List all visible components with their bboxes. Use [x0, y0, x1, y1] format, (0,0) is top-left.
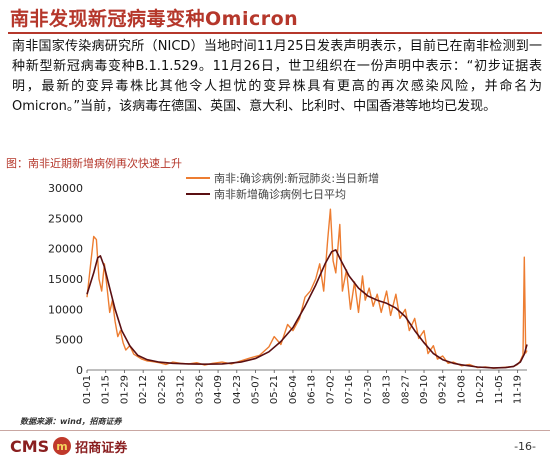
- logo-mark-letter: m: [56, 440, 67, 453]
- x-tick-label: 02-12: [138, 375, 149, 404]
- x-tick-label: 11-05: [494, 375, 505, 404]
- y-tick-label: 15000: [48, 273, 83, 286]
- x-tick-label: 01-01: [82, 375, 93, 404]
- page-number: -16-: [514, 440, 536, 453]
- x-tick-label: 08-27: [400, 375, 411, 404]
- y-tick-label: 25000: [48, 212, 83, 225]
- y-tick-label: 20000: [48, 243, 83, 256]
- logo-cn-text: 招商证券: [75, 440, 128, 456]
- x-tick-label: 05-21: [269, 375, 280, 404]
- x-tick-label: 01-29: [119, 375, 130, 404]
- y-axis: 0 5000 10000 15000 20000 25000 30000: [48, 182, 83, 377]
- x-tick-label: 06-18: [307, 375, 318, 404]
- logo-mark-icon: m: [53, 437, 72, 455]
- y-tick-label: 5000: [55, 334, 83, 347]
- x-tick-label: 09-24: [438, 375, 449, 404]
- title-divider: [8, 32, 542, 34]
- x-tick-label: 03-12: [176, 375, 187, 404]
- legend-label: 南非新增确诊病例七日平均: [214, 187, 346, 201]
- x-tick-label: 07-30: [363, 375, 374, 404]
- y-tick-label: 30000: [48, 182, 83, 195]
- daily-new-cases-line: [86, 208, 528, 369]
- seven-day-average-line: [86, 249, 528, 369]
- logo-text: CMS: [10, 436, 50, 456]
- footer-divider: [0, 430, 550, 431]
- x-tick-label: 09-10: [419, 375, 430, 404]
- data-source-note: 数据来源：wind，招商证券: [20, 417, 122, 426]
- series-group: [86, 208, 528, 369]
- x-tick-label: 05-07: [251, 375, 262, 404]
- x-tick-label: 01-15: [101, 375, 112, 404]
- page-title: 南非发现新冠病毒变种Omicron: [10, 8, 299, 30]
- x-tick-label: 02-26: [157, 375, 168, 404]
- x-tick-label: 07-02: [325, 375, 336, 404]
- figure-caption: 图：南非近期新增病例再次快速上升: [6, 157, 182, 170]
- legend-label: 南非:确诊病例:新冠肺炎:当日新增: [214, 171, 379, 185]
- company-logo: CMS m 招商证券: [10, 436, 127, 456]
- x-tick-label: 08-13: [382, 375, 393, 404]
- y-tick-label: 10000: [48, 303, 83, 316]
- x-axis: 01-01 01-15 01-29 02-12 02-26 03-12 03-26 04-09…: [82, 369, 527, 404]
- x-tick-label: 07-16: [344, 375, 355, 404]
- x-tick-label: 11-19: [513, 375, 524, 404]
- x-tick-label: 10-22: [475, 375, 486, 404]
- x-tick-label: 04-23: [232, 375, 243, 404]
- x-tick-label: 06-04: [288, 375, 299, 404]
- body-paragraph: 南非国家传染病研究所（NICD）当地时间11月25日发表声明表示，目前已在南非检…: [12, 39, 542, 114]
- x-tick-label: 04-09: [213, 375, 224, 404]
- y-tick-label: 0: [76, 364, 83, 377]
- line-chart: 0 5000 10000 15000 20000 25000 30000 01-01 01-1…: [48, 171, 528, 404]
- x-tick-label: 10-08: [456, 375, 467, 404]
- x-tick-label: 03-26: [194, 375, 205, 404]
